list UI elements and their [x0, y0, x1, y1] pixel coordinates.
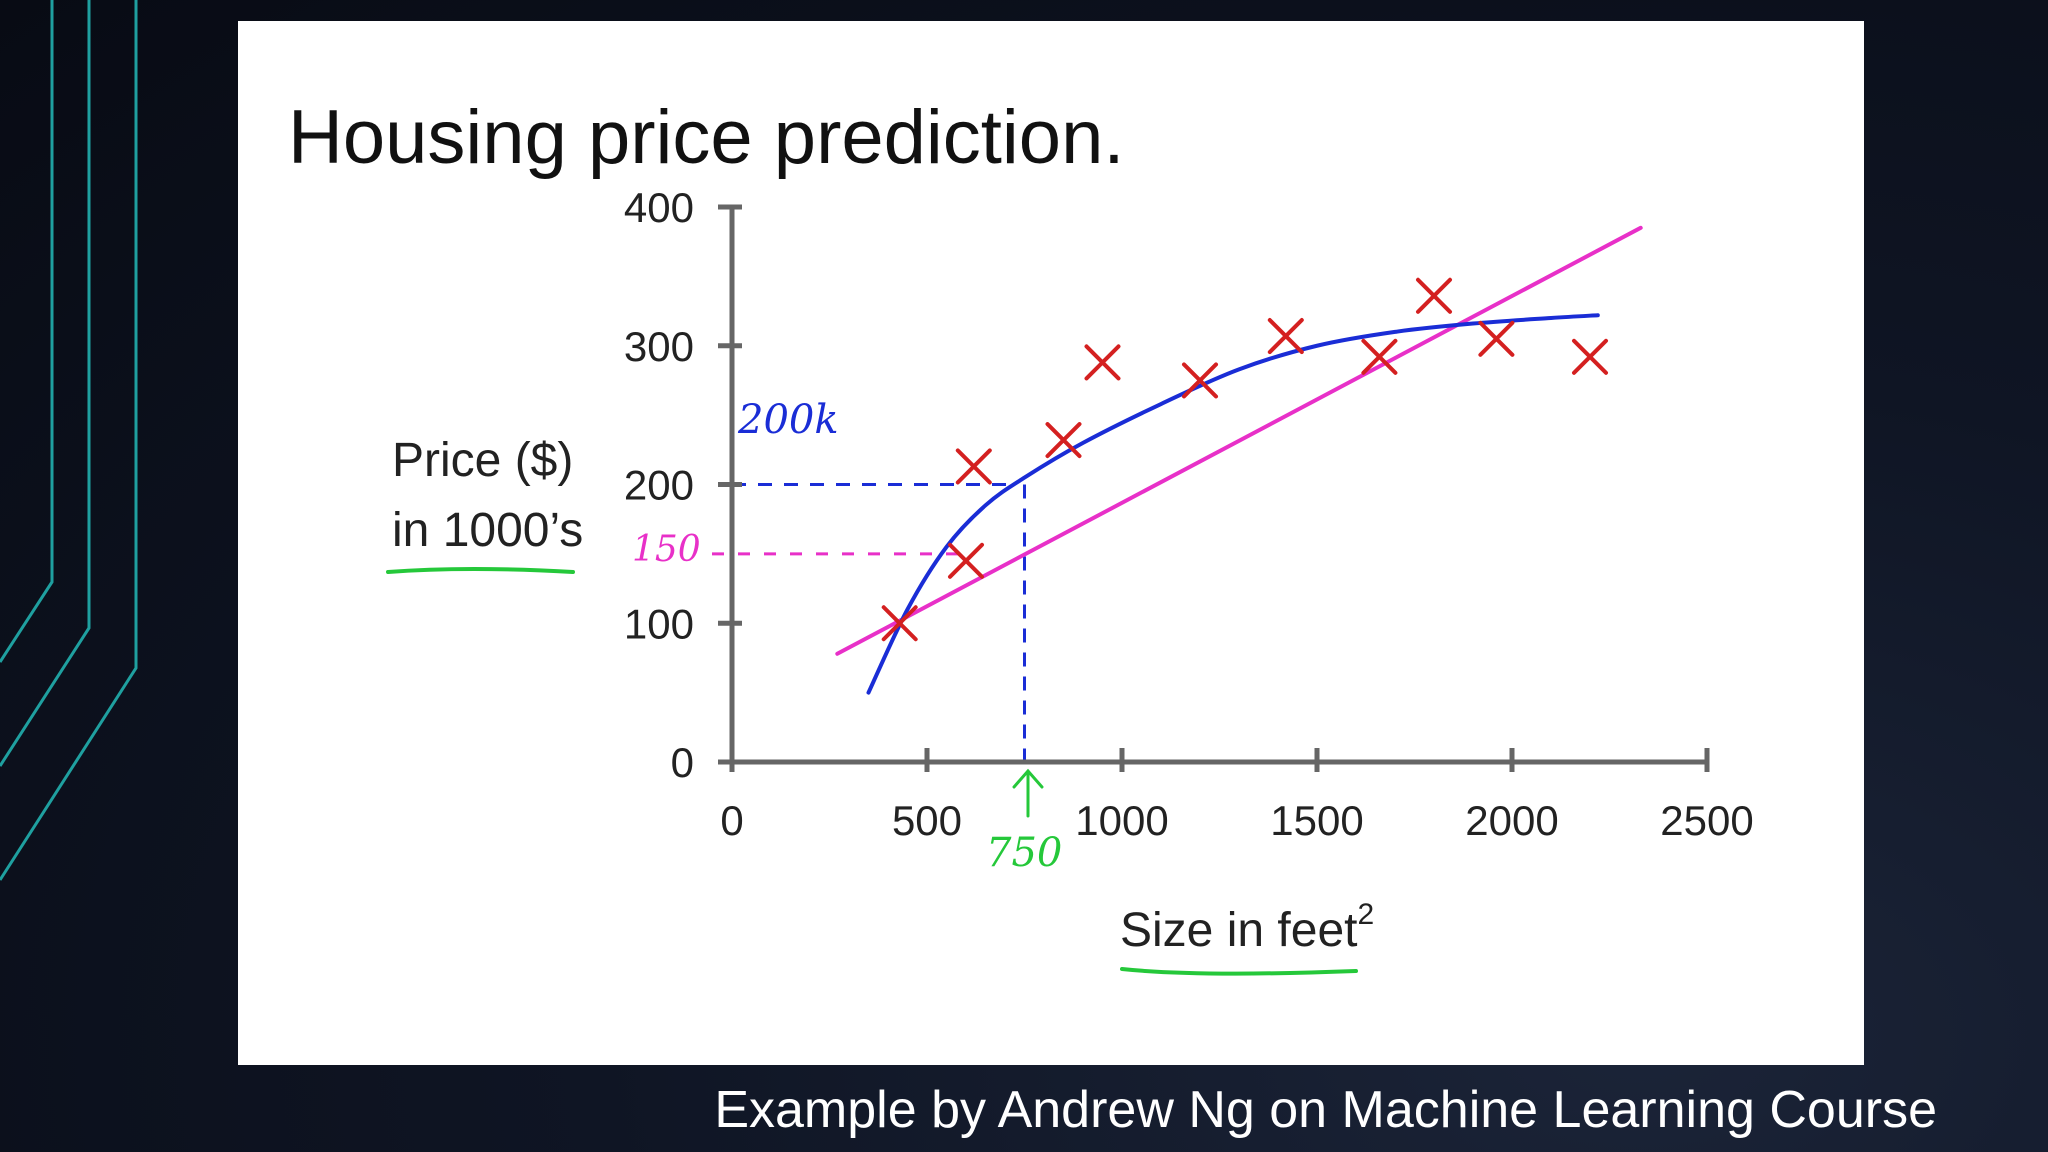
data-point-x-marker [881, 605, 918, 642]
x-axis-label-superscript: 2 [1357, 898, 1374, 931]
y-tick-label: 200 [624, 462, 694, 509]
y-axis-label-line1: Price ($) [392, 434, 573, 487]
data-point-x-marker [1361, 338, 1398, 375]
frame-line [0, 0, 54, 663]
data-point-x-marker [1045, 422, 1082, 459]
x-tick-label: 2500 [1660, 797, 1753, 844]
frame-line [0, 0, 91, 767]
y-tick-label: 100 [624, 600, 694, 647]
data-point-x-marker [1182, 362, 1218, 399]
y-label-underline [386, 567, 575, 574]
data-point-x-marker [1267, 318, 1304, 355]
arrow-up-icon [1012, 768, 1044, 818]
data-points [881, 277, 1608, 642]
linear-fit-line [835, 225, 1643, 656]
y-tick-label: 0 [671, 739, 694, 786]
frame-line [0, 0, 138, 881]
axes [718, 204, 1710, 772]
annotation-750: 750 [986, 830, 1062, 876]
x-axis-label-text: Size in feet [1120, 904, 1357, 957]
tick-labels: 0 500 1000 1500 2000 2500 0 100 200 300 400 [624, 184, 1754, 844]
x-tick-label: 500 [892, 797, 962, 844]
chart-title: Housing price prediction. [288, 95, 1124, 180]
x-tick-label: 1000 [1075, 797, 1168, 844]
data-point-x-marker [1416, 277, 1452, 314]
series [835, 225, 1643, 695]
annotation-150: 150 [632, 529, 701, 570]
data-point-x-marker [1572, 338, 1608, 375]
quadratic-fit-curve [866, 313, 1600, 695]
data-point-x-marker [1478, 320, 1515, 357]
chart-image: Housing price prediction. 0 500 1000 1500 20… [238, 21, 1864, 1065]
data-point-x-marker [948, 542, 984, 579]
x-label-underline [1120, 967, 1358, 976]
x-tick-label: 1500 [1270, 797, 1363, 844]
guide-lines [712, 483, 1026, 762]
chart: Housing price prediction. 0 500 1000 1500 20… [288, 95, 1754, 976]
y-tick-label: 300 [624, 323, 694, 370]
x-tick-label: 2000 [1465, 797, 1558, 844]
data-point-x-marker [955, 448, 992, 485]
y-tick-label: 400 [624, 184, 694, 231]
y-axis-label-line2: in 1000’s [392, 504, 583, 557]
annotation-200k: 200k [737, 397, 839, 443]
x-tick-label: 0 [720, 797, 743, 844]
x-axis-label: Size in feet2 [1120, 898, 1374, 957]
slide-caption: Example by Andrew Ng on Machine Learning… [714, 1081, 1937, 1139]
data-point-x-marker [1084, 344, 1121, 381]
